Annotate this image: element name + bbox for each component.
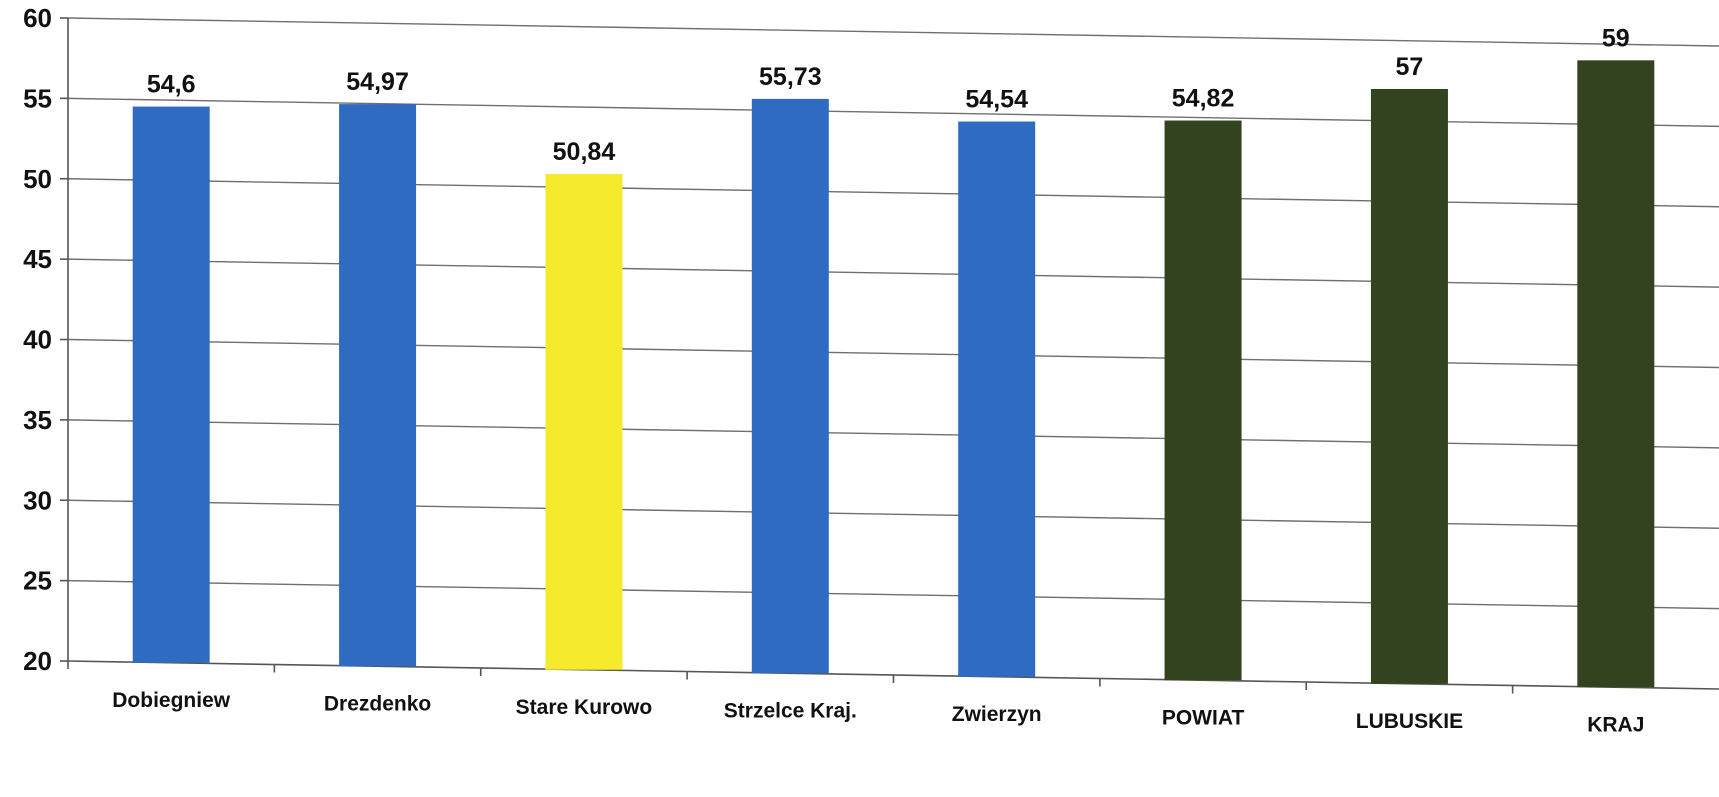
x-tick-label: Dobiegniew: [112, 689, 231, 712]
axis-layer: [60, 17, 1719, 694]
x-tick-label: Strzelce Kraj.: [724, 699, 857, 722]
data-label: 54,6: [147, 71, 196, 99]
y-tick-label: 60: [23, 3, 52, 33]
gridline-45: [67, 258, 1719, 288]
bar-powiat: [1164, 120, 1242, 681]
y-tick-label: 25: [23, 566, 52, 596]
data-label: 57: [1396, 53, 1424, 81]
gridline-30: [67, 499, 1719, 529]
y-tick-label: 20: [23, 646, 52, 676]
data-label: 59: [1602, 24, 1630, 52]
data-label: 50,84: [553, 138, 616, 166]
bar-drezdenko: [339, 104, 417, 667]
bar-strzelce-kraj-: [751, 98, 829, 674]
gridline-55: [67, 97, 1719, 128]
y-tick-label: 45: [23, 244, 52, 274]
bar-stare-kurowo: [545, 173, 623, 670]
y-tick-label: 35: [23, 405, 52, 435]
data-label: 54,54: [965, 86, 1028, 114]
bar-layer: [132, 60, 1655, 688]
gridline-35: [67, 419, 1719, 449]
x-tick-label: Zwierzyn: [952, 703, 1042, 726]
gridline-25: [67, 579, 1719, 610]
x-tick-label: LUBUSKIE: [1356, 710, 1463, 733]
y-tick-label: 40: [23, 325, 52, 355]
bar-kraj: [1577, 60, 1655, 688]
label-layer: 20 25 30 35 40 45 50 55 60 54,6 Dobiegniew 54,97 Dre…: [23, 3, 1644, 736]
bar-lubuskie: [1370, 88, 1448, 684]
data-label: 55,73: [759, 63, 822, 91]
x-tick-label: POWIAT: [1162, 706, 1245, 729]
data-label: 54,97: [346, 68, 409, 96]
bar-zwierzyn: [958, 121, 1036, 677]
y-tick-label: 30: [23, 485, 52, 515]
data-label: 54,82: [1172, 85, 1235, 113]
gridline-60: [67, 17, 1719, 47]
y-tick-label: 55: [23, 83, 52, 113]
x-tick-label: Drezdenko: [324, 692, 431, 715]
gridline-40: [67, 338, 1719, 369]
grid-layer: [67, 17, 1719, 610]
gridline-50: [67, 178, 1719, 208]
x-tick-label: KRAJ: [1587, 713, 1644, 736]
y-tick-label: 50: [23, 164, 52, 194]
x-tick-label: Stare Kurowo: [516, 696, 653, 719]
bar-dobiegniew: [132, 106, 210, 663]
